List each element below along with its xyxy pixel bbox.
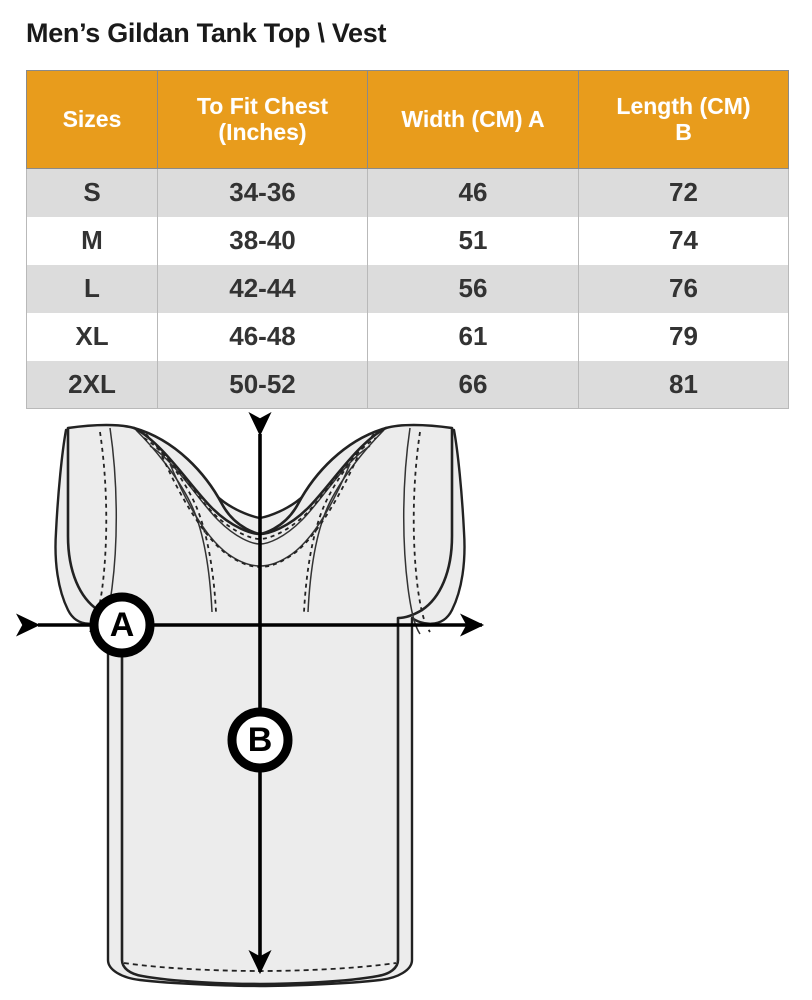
table-row: L 42-44 56 76: [26, 264, 789, 313]
column-header-chest: To Fit Chest (Inches): [157, 70, 368, 169]
cell-chest: 50-52: [157, 360, 368, 409]
marker-a-label: A: [110, 606, 135, 644]
table-row: 2XL 50-52 66 81: [26, 360, 789, 409]
cell-length: 72: [578, 168, 789, 217]
cell-width: 46: [367, 168, 579, 217]
cell-size: S: [26, 168, 158, 217]
neckline-collar-stitch: [143, 437, 377, 540]
table-header-row: Sizes To Fit Chest (Inches) Width (CM) A…: [26, 70, 789, 169]
tank-top-diagram: A B: [0, 412, 812, 1000]
measurement-marker-a: A: [89, 592, 155, 658]
table-row: XL 46-48 61 79: [26, 312, 789, 361]
cell-width: 66: [367, 360, 579, 409]
page-title: Men’s Gildan Tank Top \ Vest: [26, 18, 387, 48]
cell-width: 61: [367, 312, 579, 361]
cell-size: M: [26, 216, 158, 265]
cell-length: 74: [578, 216, 789, 265]
tank-top-svg: A B: [15, 412, 485, 988]
marker-b-label: B: [248, 721, 273, 759]
table-row: S 34-36 46 72: [26, 168, 789, 217]
cell-size: 2XL: [26, 360, 158, 409]
table-row: M 38-40 51 74: [26, 216, 789, 265]
cell-width: 51: [367, 216, 579, 265]
header-line: B: [675, 118, 692, 145]
header-line: To Fit Chest: [196, 92, 329, 119]
cell-length: 81: [578, 360, 789, 409]
cell-chest: 42-44: [157, 264, 368, 313]
cell-size: L: [26, 264, 158, 313]
cell-chest: 46-48: [157, 312, 368, 361]
column-header-sizes: Sizes: [26, 70, 158, 169]
header-line: Width (CM) A: [401, 105, 545, 132]
column-header-width: Width (CM) A: [367, 70, 579, 169]
header-line: Sizes: [62, 105, 122, 132]
cell-length: 76: [578, 264, 789, 313]
column-header-length: Length (CM) B: [578, 70, 789, 169]
cell-chest: 38-40: [157, 216, 368, 265]
cell-size: XL: [26, 312, 158, 361]
cell-chest: 34-36: [157, 168, 368, 217]
header-line: Length (CM): [616, 92, 751, 119]
header-line: (Inches): [218, 118, 307, 145]
measurement-marker-b: B: [227, 707, 293, 773]
cell-length: 79: [578, 312, 789, 361]
cell-width: 56: [367, 264, 579, 313]
size-chart-table: Sizes To Fit Chest (Inches) Width (CM) A…: [26, 70, 789, 409]
